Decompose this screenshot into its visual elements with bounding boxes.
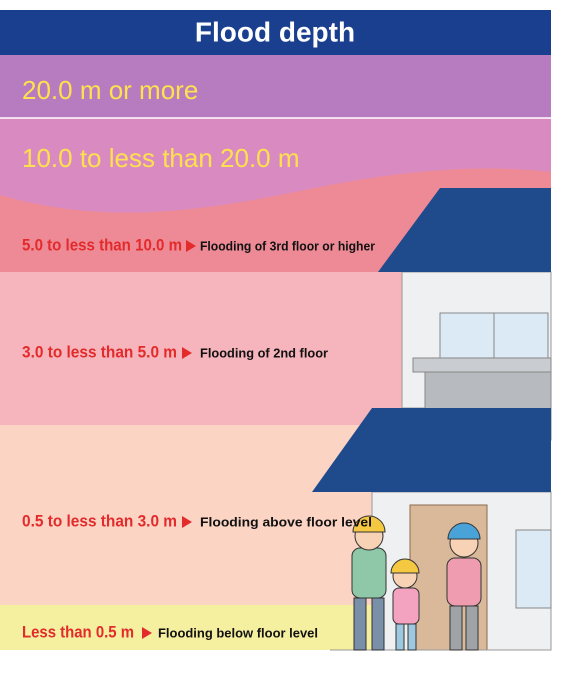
- level-description: Flooding below floor level: [158, 625, 318, 640]
- level-range: 5.0 to less than 10.0 m: [22, 235, 182, 254]
- level-description: Flooding of 2nd floor: [200, 345, 328, 360]
- header-title: Flood depth: [195, 16, 355, 47]
- flood-depth-diagram: Flood depth 20.0 m or more 10.0 to less …: [0, 0, 573, 675]
- level-range: Less than 0.5 m: [22, 622, 134, 641]
- level-description: Flooding of 3rd floor or higher: [200, 238, 375, 253]
- level-range: 20.0 m or more: [22, 75, 198, 105]
- level-range: 3.0 to less than 5.0 m: [22, 342, 177, 361]
- level-description: Flooding above floor level: [200, 514, 372, 529]
- level-range: 0.5 to less than 3.0 m: [22, 511, 177, 530]
- level-range: 10.0 to less than 20.0 m: [22, 143, 300, 173]
